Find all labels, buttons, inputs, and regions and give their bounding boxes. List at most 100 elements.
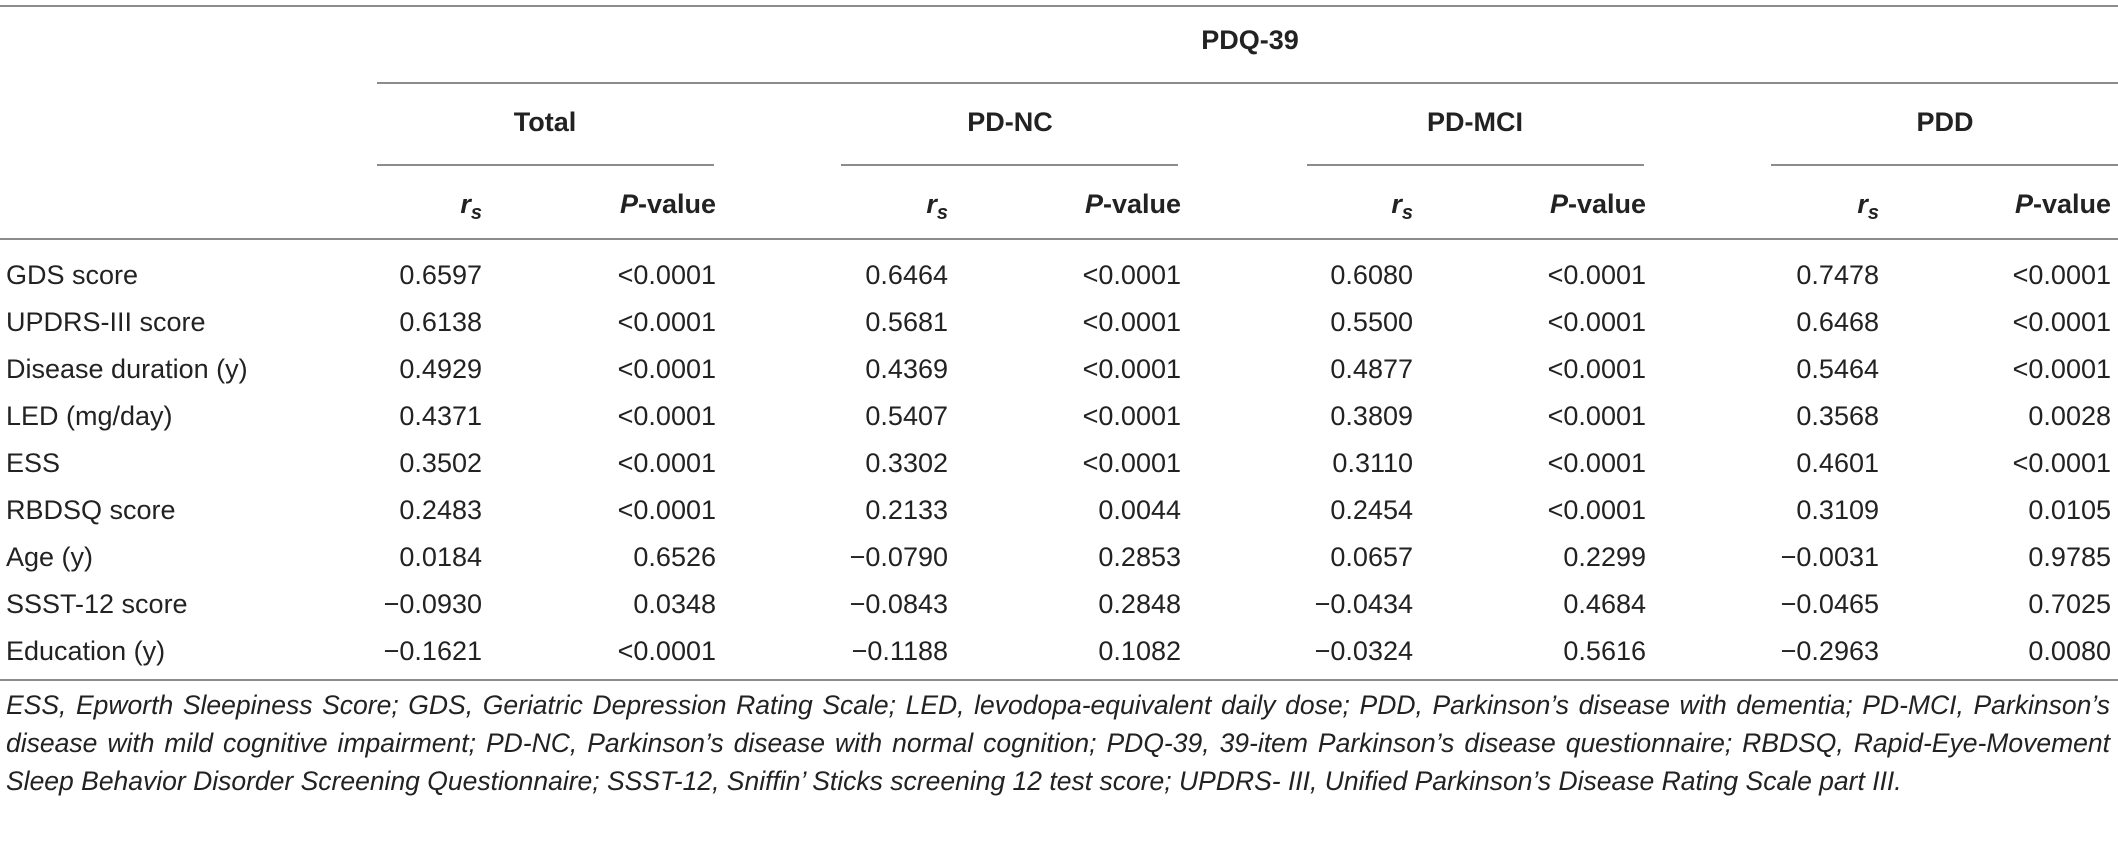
p-value-cell-pdd: <0.0001 — [2012, 307, 2111, 337]
p-value-cell-pd-mci: 0.4684 — [1563, 589, 1646, 619]
p-value-cell-total: <0.0001 — [617, 495, 716, 525]
p-value-cell-pd-mci: <0.0001 — [1547, 448, 1646, 478]
rs-cell-pdd: 0.5464 — [1796, 354, 1879, 384]
p-value-cell-pdd: <0.0001 — [2012, 260, 2111, 290]
rs-cell-pd-nc: 0.5681 — [865, 307, 948, 337]
pdnc-rule — [841, 164, 1178, 166]
p-value-cell-pd-mci: <0.0001 — [1547, 260, 1646, 290]
rs-cell-pd-mci: −0.0324 — [1314, 636, 1413, 666]
column-group-pdd: PDD — [1916, 107, 1974, 137]
row-label: LED (mg/day) — [6, 401, 173, 431]
rs-cell-pd-nc: 0.4369 — [865, 354, 948, 384]
top-rule — [0, 5, 2118, 7]
p-value-cell-total: <0.0001 — [617, 448, 716, 478]
rs-cell-pd-mci: 0.3110 — [1332, 448, 1413, 478]
p-value-cell-total: <0.0001 — [617, 636, 716, 666]
p-value-cell-pd-nc: 0.0044 — [1098, 495, 1181, 525]
p-value-cell-pdd: <0.0001 — [2012, 448, 2111, 478]
p-value-cell-pd-nc: <0.0001 — [1082, 401, 1181, 431]
rs-cell-pd-nc: −0.1188 — [851, 636, 948, 666]
p-value-header-pd-nc: P-value — [1084, 189, 1181, 219]
p-value-cell-total: <0.0001 — [617, 260, 716, 290]
p-value-cell-pd-mci: <0.0001 — [1547, 354, 1646, 384]
rs-cell-pd-mci: 0.6080 — [1330, 260, 1413, 290]
rs-cell-pd-mci: 0.4877 — [1330, 354, 1413, 384]
row-label: ESS — [6, 448, 61, 478]
p-value-cell-pdd: 0.0080 — [2028, 636, 2111, 666]
row-label: SSST-12 score — [6, 589, 188, 619]
row-label: Disease duration (y) — [6, 354, 248, 384]
row-label: Education (y) — [6, 636, 166, 666]
p-value-cell-pd-nc: <0.0001 — [1082, 448, 1181, 478]
rs-cell-total: −0.1621 — [383, 636, 482, 666]
rs-cell-total: 0.3502 — [399, 448, 482, 478]
rs-cell-pd-nc: 0.6464 — [865, 260, 948, 290]
p-value-cell-pdd: <0.0001 — [2012, 354, 2111, 384]
p-value-cell-pd-mci: 0.5616 — [1563, 636, 1646, 666]
rs-cell-pdd: 0.3109 — [1796, 495, 1879, 525]
p-value-cell-pd-mci: <0.0001 — [1547, 495, 1646, 525]
header-rule — [0, 238, 2118, 240]
rs-cell-pd-nc: 0.3302 — [865, 448, 948, 478]
row-label: RBDSQ score — [6, 495, 176, 525]
rs-header-pdd: rs — [1857, 189, 1879, 224]
column-group-pd-mci: PD-MCI — [1427, 107, 1523, 137]
p-value-cell-pdd: 0.9785 — [2028, 542, 2111, 572]
rs-cell-pd-mci: 0.5500 — [1330, 307, 1413, 337]
rs-cell-pd-mci: 0.3809 — [1330, 401, 1413, 431]
rs-cell-pd-mci: 0.2454 — [1330, 495, 1413, 525]
group-rule — [377, 82, 2118, 84]
row-label: GDS score — [6, 260, 139, 290]
rs-cell-pd-mci: 0.0657 — [1330, 542, 1413, 572]
total-rule — [377, 164, 714, 166]
rs-cell-total: 0.6138 — [399, 307, 482, 337]
rs-header-pd-nc: rs — [926, 189, 948, 224]
table-footnote: ESS, Epworth Sleepiness Score; GDS, Geri… — [6, 690, 2110, 796]
p-value-header-total: P-value — [619, 189, 716, 219]
pdd-rule — [1771, 164, 2118, 166]
rs-cell-pdd: 0.3568 — [1796, 401, 1879, 431]
rs-cell-pd-nc: 0.2133 — [865, 495, 948, 525]
p-value-cell-pdd: 0.0105 — [2028, 495, 2111, 525]
bottom-rule — [0, 679, 2118, 681]
p-value-cell-total: <0.0001 — [617, 354, 716, 384]
p-value-cell-pd-mci: <0.0001 — [1547, 307, 1646, 337]
rs-cell-total: 0.0184 — [399, 542, 482, 572]
rs-cell-pd-nc: −0.0790 — [849, 542, 948, 572]
rs-cell-total: 0.6597 — [399, 260, 482, 290]
pdmci-rule — [1307, 164, 1644, 166]
row-label: UPDRS-III score — [6, 307, 206, 337]
rs-cell-pdd: −0.2963 — [1780, 636, 1879, 666]
p-value-cell-total: <0.0001 — [617, 401, 716, 431]
p-value-cell-total: <0.0001 — [617, 307, 716, 337]
row-label: Age (y) — [6, 542, 94, 572]
p-value-cell-pd-nc: <0.0001 — [1082, 354, 1181, 384]
p-value-cell-pd-nc: 0.1082 — [1098, 636, 1181, 666]
column-group-pd-nc: PD-NC — [967, 107, 1053, 137]
p-value-cell-pdd: 0.0028 — [2028, 401, 2111, 431]
p-value-header-pd-mci: P-value — [1549, 189, 1646, 219]
p-value-cell-total: 0.6526 — [633, 542, 716, 572]
rs-cell-pd-mci: −0.0434 — [1314, 589, 1413, 619]
p-value-cell-pd-nc: 0.2848 — [1098, 589, 1181, 619]
rs-cell-total: 0.2483 — [399, 495, 482, 525]
rs-cell-pd-nc: −0.0843 — [849, 589, 948, 619]
rs-cell-pdd: −0.0031 — [1780, 542, 1879, 572]
p-value-cell-pd-nc: 0.2853 — [1098, 542, 1181, 572]
rs-cell-total: −0.0930 — [383, 589, 482, 619]
group-header: PDQ-39 — [1201, 25, 1299, 55]
rs-header-pd-mci: rs — [1391, 189, 1413, 224]
rs-cell-pdd: 0.6468 — [1796, 307, 1879, 337]
p-value-cell-pd-nc: <0.0001 — [1082, 260, 1181, 290]
p-value-cell-pd-mci: 0.2299 — [1563, 542, 1646, 572]
rs-cell-pd-nc: 0.5407 — [865, 401, 948, 431]
rs-header-total: rs — [460, 189, 482, 224]
rs-cell-pdd: 0.7478 — [1796, 260, 1879, 290]
rs-cell-total: 0.4929 — [399, 354, 482, 384]
p-value-cell-total: 0.0348 — [633, 589, 716, 619]
p-value-header-pdd: P-value — [2014, 189, 2111, 219]
rs-cell-total: 0.4371 — [399, 401, 482, 431]
p-value-cell-pd-mci: <0.0001 — [1547, 401, 1646, 431]
p-value-cell-pdd: 0.7025 — [2028, 589, 2111, 619]
rs-cell-pdd: 0.4601 — [1796, 448, 1879, 478]
